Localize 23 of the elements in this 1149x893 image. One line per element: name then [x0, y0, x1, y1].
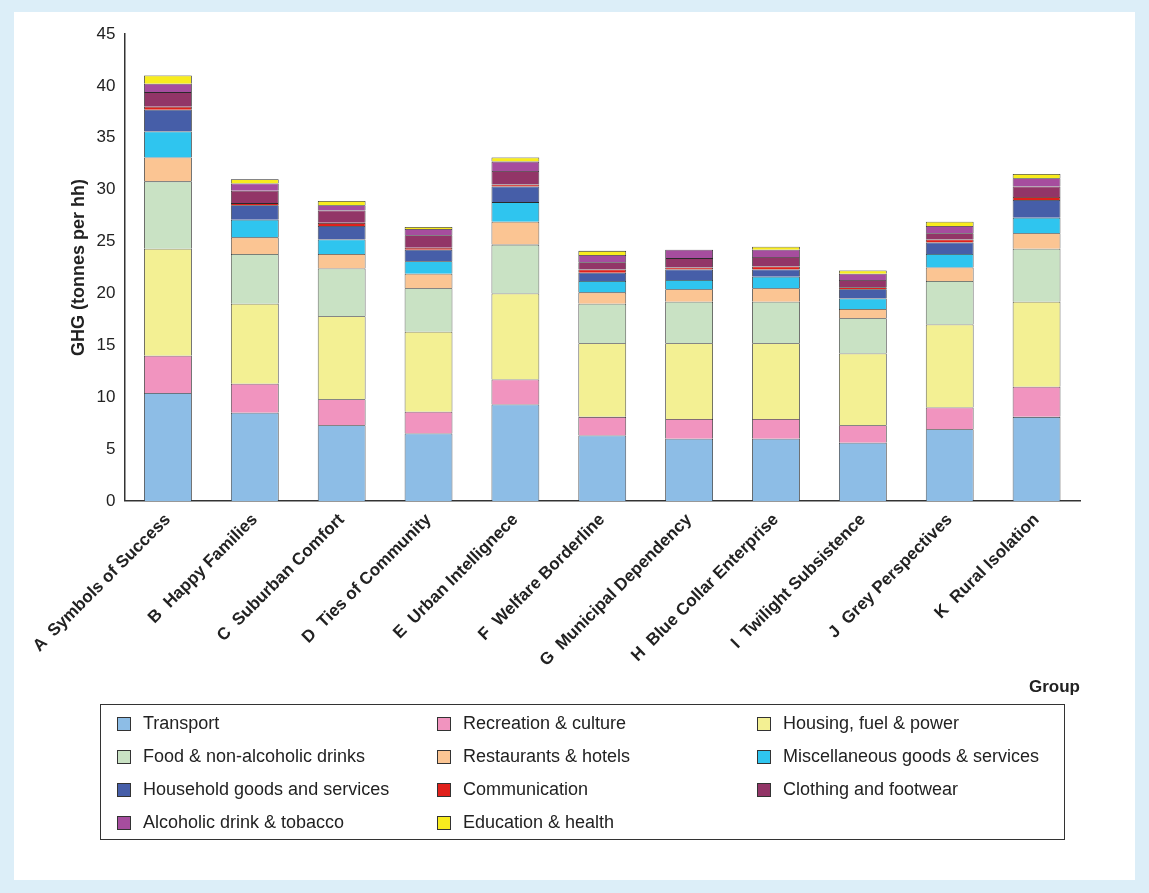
legend-label: Housing, fuel & power [783, 713, 960, 734]
legend-label: Food & non-alcoholic drinks [143, 746, 366, 767]
y-tick-label: 20 [96, 283, 116, 303]
y-tick-label: 10 [96, 386, 116, 406]
legend-label: Miscellaneous goods & services [783, 746, 1040, 767]
y-tick-label: 30 [96, 179, 116, 199]
y-tick-label: 5 [106, 438, 116, 458]
x-axis-title: Group [1029, 677, 1080, 697]
legend-label: Transport [143, 713, 220, 734]
legend-label: Household goods and services [143, 779, 390, 800]
y-tick-label: 0 [106, 490, 116, 510]
y-tick-label: 45 [96, 23, 116, 43]
legend-label: Education & health [463, 812, 615, 833]
y-tick-label: 15 [96, 334, 116, 354]
y-tick-label: 25 [96, 231, 116, 251]
y-axis-title: GHG (tonnes per hh) [67, 178, 88, 356]
legend-label: Alcoholic drink & tobacco [143, 812, 345, 833]
y-tick-label: 40 [96, 75, 116, 95]
legend-label: Communication [463, 779, 589, 800]
legend-label: Clothing and footwear [783, 779, 959, 800]
legend-label: Restaurants & hotels [463, 746, 631, 767]
y-tick-label: 35 [96, 127, 116, 147]
legend-label: Recreation & culture [463, 713, 627, 734]
